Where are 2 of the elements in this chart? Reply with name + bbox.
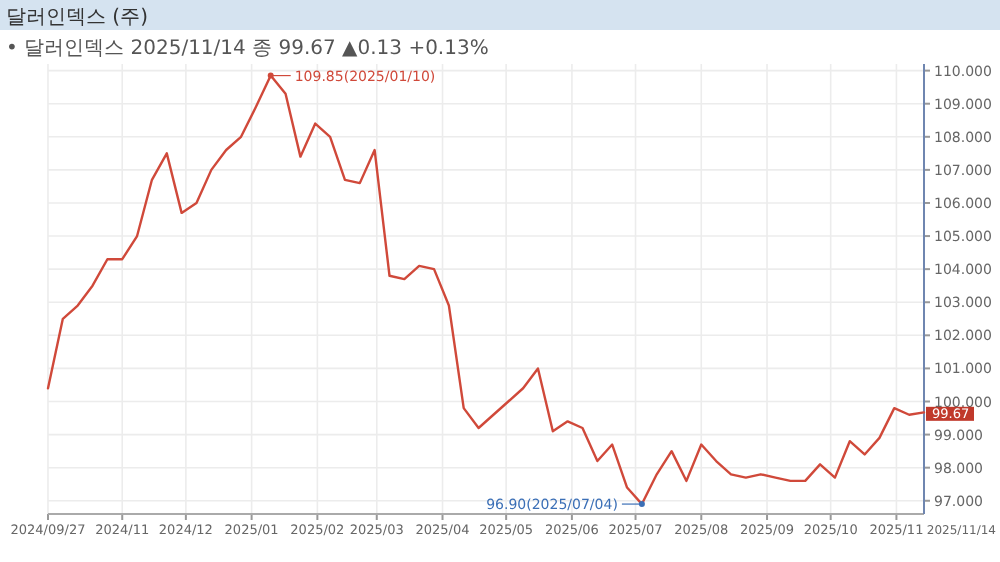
chart-title: 달러인덱스 (주) <box>6 7 149 29</box>
chart-subtitle: • 달러인덱스 2025/11/14 종 99.67 ▲0.13 +0.13% <box>6 38 489 60</box>
